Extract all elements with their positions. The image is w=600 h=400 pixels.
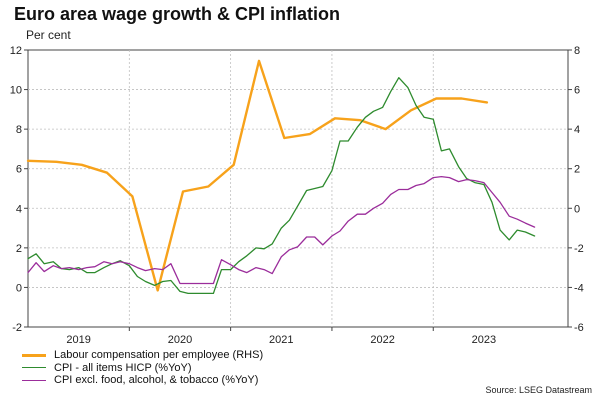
y-right-tick-label: 8 [574,45,580,57]
series-line-labour-compensation [26,59,489,292]
y-left-tick-label: 2 [16,243,22,255]
y-right-tick-label: -6 [574,322,584,334]
legend-swatch-cpi-core [22,379,46,381]
chart-title: Euro area wage growth & CPI inflation [14,4,341,24]
plot-frame [27,49,569,328]
legend-item-cpi-core: CPI excl. food, alcohol, & tobacco (%YoY… [22,374,263,387]
x-tick-label: 2020 [168,334,192,346]
legend-item-cpi-all: CPI - all items HICP (%YoY) [22,362,263,375]
y-left-tick-label: 8 [16,124,22,136]
x-tick-label: 2021 [269,334,293,346]
chart-subtitle: Per cent [26,28,71,42]
x-tick-label: 2022 [370,334,394,346]
y-left-tick-label: 0 [16,282,22,294]
legend-label-cpi-all: CPI - all items HICP (%YoY) [54,361,192,374]
y-right-tick-label: -4 [574,282,584,294]
y-right-tick-label: 4 [574,124,580,136]
legend-item-labour: Labour compensation per employee (RHS) [22,349,263,362]
x-tick-label: 2019 [66,334,90,346]
x-tick-label: 2023 [472,334,496,346]
source-note: Source: LSEG Datastream [485,385,592,395]
legend-label-labour: Labour compensation per employee (RHS) [54,349,264,362]
legend-swatch-cpi-all [22,367,46,369]
y-right-tick-label: 6 [574,85,580,97]
y-right-tick-label: 0 [574,203,580,215]
legend: Labour compensation per employee (RHS) C… [22,349,263,387]
y-left-tick-label: 10 [10,85,22,97]
y-left-tick-label: 4 [16,203,22,215]
y-left-tick-label: -2 [12,322,22,334]
y-right-tick-label: -2 [574,243,584,255]
y-left-tick-label: 6 [16,164,22,176]
legend-swatch-labour [22,353,46,357]
series-line-cpi-core [27,175,536,285]
y-right-tick-label: 2 [574,164,580,176]
series-line-cpi-all-items [27,77,536,295]
legend-label-cpi-core: CPI excl. food, alcohol, & tobacco (%YoY… [54,374,259,387]
y-left-tick-label: 12 [10,45,22,57]
